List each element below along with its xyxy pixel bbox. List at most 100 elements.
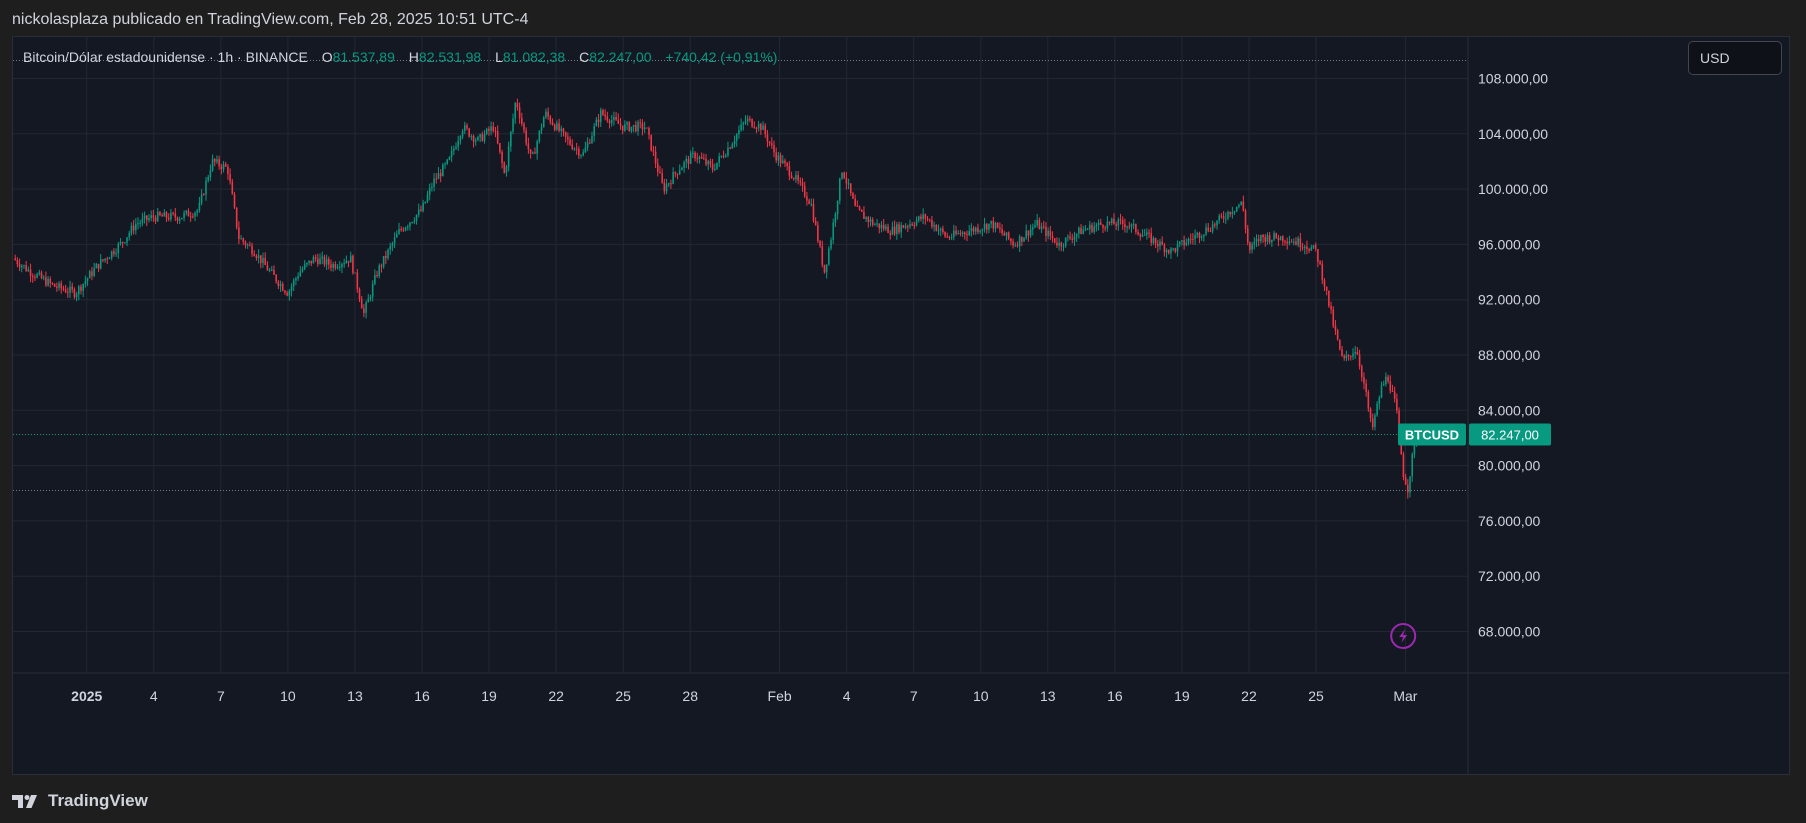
candle-body [470,135,473,137]
tradingview-logo-icon [12,795,37,808]
candle-body [722,155,725,157]
candle-body [365,302,367,313]
candle-body [433,178,435,187]
candle-body [479,134,481,138]
candle-body [540,127,543,131]
candle-body [194,212,196,217]
candle-body [1323,280,1326,287]
candle-body [369,296,372,299]
candle-body [643,127,646,130]
candle-body [213,158,216,162]
x-axis-tick-label: 25 [1308,688,1324,704]
candle-body [99,259,102,269]
candle-body [847,183,850,185]
candle-body [803,185,806,197]
candle-body [843,172,845,178]
candle-body [523,123,525,131]
candle-body [288,290,291,296]
candle-body [36,274,38,278]
candle-body [624,124,626,131]
candle-body [16,260,19,265]
candle-body [1010,238,1012,242]
candle-body [825,264,828,273]
candle-body [1253,242,1256,245]
candle-body [1099,222,1102,225]
candle-body [459,136,462,141]
candle-body [132,225,135,231]
x-axis-tick-label: 7 [910,688,918,704]
candle-body [42,277,45,279]
candle-body [716,162,718,169]
candle-body [764,125,767,135]
candle-body [297,276,299,279]
price-chart[interactable]: 108.000,00 104.000,00 100.000,00 96.000,00 9… [13,37,1789,774]
candle-body [299,271,302,277]
candle-body [334,264,337,269]
x-axis-tick-label: 10 [280,688,296,704]
candle-body [1139,234,1142,237]
candle-body [705,158,707,165]
candle-body [119,242,122,244]
candle-body [1027,230,1030,236]
candle-body [740,124,742,131]
candle-body [275,274,277,282]
candle-body [1176,244,1179,252]
candle-body [477,137,479,141]
candle-body [23,265,25,267]
candle-body [547,111,549,117]
candle-body [933,225,935,227]
candle-body [1073,236,1076,240]
candle-body [349,255,352,263]
x-axis-tick-label: 19 [1174,688,1190,704]
candle-body [1091,224,1093,232]
tradingview-brand[interactable]: TradingView [12,789,148,813]
candle-body [343,263,345,265]
currency-button[interactable]: USD [1688,41,1782,75]
candle-body [898,224,900,233]
candle-body [338,267,341,269]
candle-body [238,227,240,240]
candle-body [1148,232,1150,234]
candle-body [231,181,234,195]
candle-body [1172,248,1174,250]
candle-body [172,212,174,214]
candle-body [1339,339,1341,350]
candle-body [1220,215,1223,217]
candle-body [264,257,267,265]
candle-body [801,182,804,186]
candle-body [1314,245,1317,250]
chart-panel[interactable]: Bitcoin/Dólar estadounidense · 1h · BINA… [12,36,1790,775]
candle-body [1363,377,1365,384]
candle-body [227,166,229,175]
candle-body [810,203,813,205]
candle-body [797,175,799,181]
candle-body [1049,230,1052,237]
candle-body [376,275,378,277]
candle-body [152,215,155,218]
candle-body [1170,248,1172,254]
candle-body [1282,236,1284,242]
candle-body [216,159,218,162]
candle-body [779,155,782,164]
candle-body [999,227,1001,230]
candle-body [18,264,21,268]
candle-body [1211,224,1214,232]
candle-body [292,280,295,287]
candle-body [161,215,163,217]
candle-body [896,224,898,234]
candle-body [115,253,117,255]
candle-body [584,147,587,153]
candle-body [970,228,973,232]
y-axis-tick-label: 84.000,00 [1478,402,1540,418]
candle-body [1023,237,1025,242]
candle-body [472,135,475,142]
candle-body [703,158,705,160]
candle-body [301,269,304,272]
candle-body [1262,234,1264,238]
candle-body [135,223,137,231]
candle-body [674,172,677,174]
candle-body [646,127,648,129]
candle-body [867,217,870,222]
candle-body [336,267,339,269]
candle-body [262,257,264,264]
